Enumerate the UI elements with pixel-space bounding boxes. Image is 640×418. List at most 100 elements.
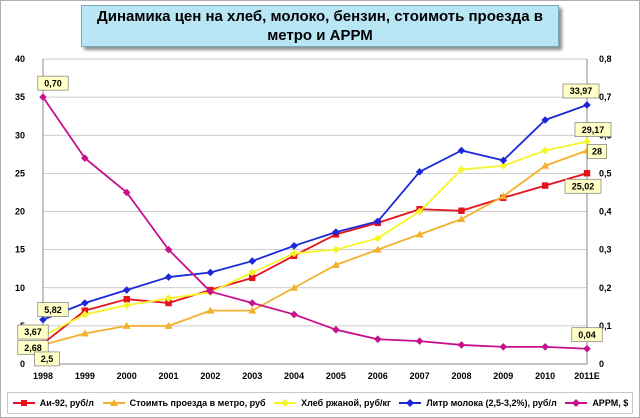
y-left-tick-label: 20 xyxy=(15,207,25,217)
y-right-tick-label: 0,8 xyxy=(599,54,612,64)
legend-swatch xyxy=(102,399,125,406)
series-3-point xyxy=(290,242,298,250)
legend-label: Литр молока (2,5-3,2%), руб/л xyxy=(426,398,557,408)
series-1-point xyxy=(122,321,131,329)
data-callout-box xyxy=(574,122,612,137)
data-callout-box xyxy=(571,327,603,343)
legend-swatch xyxy=(274,399,297,407)
series-3-point xyxy=(541,116,549,124)
series-2-point xyxy=(541,146,549,155)
x-tick-label: 2002 xyxy=(200,371,220,381)
y-right-tick-label: 0 xyxy=(599,359,604,369)
x-tick-label: 2008 xyxy=(451,371,471,381)
x-tick-label: 2000 xyxy=(117,371,137,381)
data-callout-label: 2,68 xyxy=(24,343,42,353)
chart-legend: Аи-92, руб/л Стоимть проезда в метро, руб… xyxy=(7,392,633,414)
series-2-point xyxy=(415,207,424,216)
legend-swatch xyxy=(565,399,588,407)
chart-title: Динамика цен на хлеб, молоко, бензин, ст… xyxy=(81,5,559,47)
series-3-point xyxy=(248,257,257,265)
series-4-point xyxy=(206,287,215,296)
series-3-point xyxy=(457,146,466,155)
y-left-tick-label: 15 xyxy=(15,245,25,255)
series-0-point xyxy=(249,274,256,282)
legend-item: Литр молока (2,5-3,2%), руб/л xyxy=(398,398,557,408)
series-0-point xyxy=(165,299,172,307)
series-0-point xyxy=(123,295,130,303)
series-1-point xyxy=(331,260,340,268)
series-1-point xyxy=(457,215,466,223)
series-4-point xyxy=(248,299,257,307)
series-2-point xyxy=(457,165,466,174)
legend-label: АРРМ, $ xyxy=(592,398,629,408)
series-2-point xyxy=(499,161,508,170)
series-3-point xyxy=(39,315,47,324)
y-right-tick-label: 0,7 xyxy=(599,92,612,102)
series-4-point xyxy=(457,341,466,349)
series-3-point xyxy=(81,299,89,307)
legend-swatch xyxy=(399,399,422,407)
y-right-tick-label: 0,3 xyxy=(599,245,612,255)
series-4-point xyxy=(373,335,382,344)
y-left-tick-label: 35 xyxy=(15,92,25,102)
x-tick-label: 2007 xyxy=(410,371,430,381)
x-tick-label: 2010 xyxy=(535,371,555,381)
y-left-tick-label: 30 xyxy=(15,130,25,140)
series-4-point xyxy=(583,344,591,353)
x-tick-label: 1998 xyxy=(33,371,53,381)
series-4-point xyxy=(122,188,131,197)
legend-item: Аи-92, руб/л xyxy=(12,398,94,408)
series-2-point xyxy=(81,310,89,319)
series-2-point xyxy=(332,245,340,254)
data-callout-label: 25,02 xyxy=(572,181,595,191)
series-1-point xyxy=(373,245,382,253)
data-callout-box xyxy=(37,302,69,317)
data-callout-label: 0,04 xyxy=(578,330,596,340)
series-4-point xyxy=(81,154,89,162)
data-callout-box xyxy=(562,83,600,99)
series-line-1 xyxy=(42,149,588,346)
series-2-point xyxy=(164,294,173,303)
series-1-point xyxy=(499,192,508,200)
series-0-point xyxy=(81,307,89,314)
y-right-tick-label: 0,5 xyxy=(599,168,612,178)
series-1-point xyxy=(415,230,424,238)
series-line-3 xyxy=(42,104,588,321)
series-2-point xyxy=(583,137,591,146)
series-1-point xyxy=(80,329,89,337)
series-1-point xyxy=(248,306,257,314)
series-4-point xyxy=(164,245,173,254)
series-3-point xyxy=(164,273,173,281)
y-left-tick-label: 0 xyxy=(20,359,25,369)
x-tick-label: 1999 xyxy=(75,371,95,381)
series-1-point xyxy=(541,161,550,169)
series-3-point xyxy=(499,156,508,165)
series-1-point xyxy=(164,321,173,329)
chart-plot: 051015202530354000,10,20,30,40,50,60,70,… xyxy=(15,54,612,381)
legend-swatch xyxy=(12,400,35,406)
legend-item: Стоимть проезда в метро, руб xyxy=(102,398,266,408)
data-callout-label: 0,70 xyxy=(44,78,62,88)
y-right-tick-label: 0,4 xyxy=(599,207,612,217)
data-callout-label: 2,5 xyxy=(41,354,54,364)
legend-item: Хлеб ржаной, руб/кг xyxy=(273,398,391,408)
x-tick-label: 2001 xyxy=(159,371,179,381)
legend-item: АРРМ, $ xyxy=(564,398,628,408)
y-left-tick-label: 10 xyxy=(15,283,25,293)
data-callout-box xyxy=(37,75,69,91)
legend-label: Хлеб ржаной, руб/кг xyxy=(301,398,391,408)
series-4-point xyxy=(290,310,298,319)
y-left-tick-label: 25 xyxy=(15,168,25,178)
series-0-point xyxy=(458,207,465,214)
series-4-point xyxy=(332,325,340,334)
series-4-point xyxy=(39,93,47,101)
x-tick-label: 2006 xyxy=(368,371,388,381)
data-callout-box xyxy=(34,351,60,367)
series-2-point xyxy=(373,234,382,242)
series-0-point xyxy=(541,182,549,189)
series-2-point xyxy=(248,268,257,277)
series-1-point xyxy=(206,306,215,314)
data-callout-box xyxy=(17,324,49,340)
x-tick-label: 2009 xyxy=(493,371,513,381)
data-callout-label: 29,17 xyxy=(582,125,605,135)
